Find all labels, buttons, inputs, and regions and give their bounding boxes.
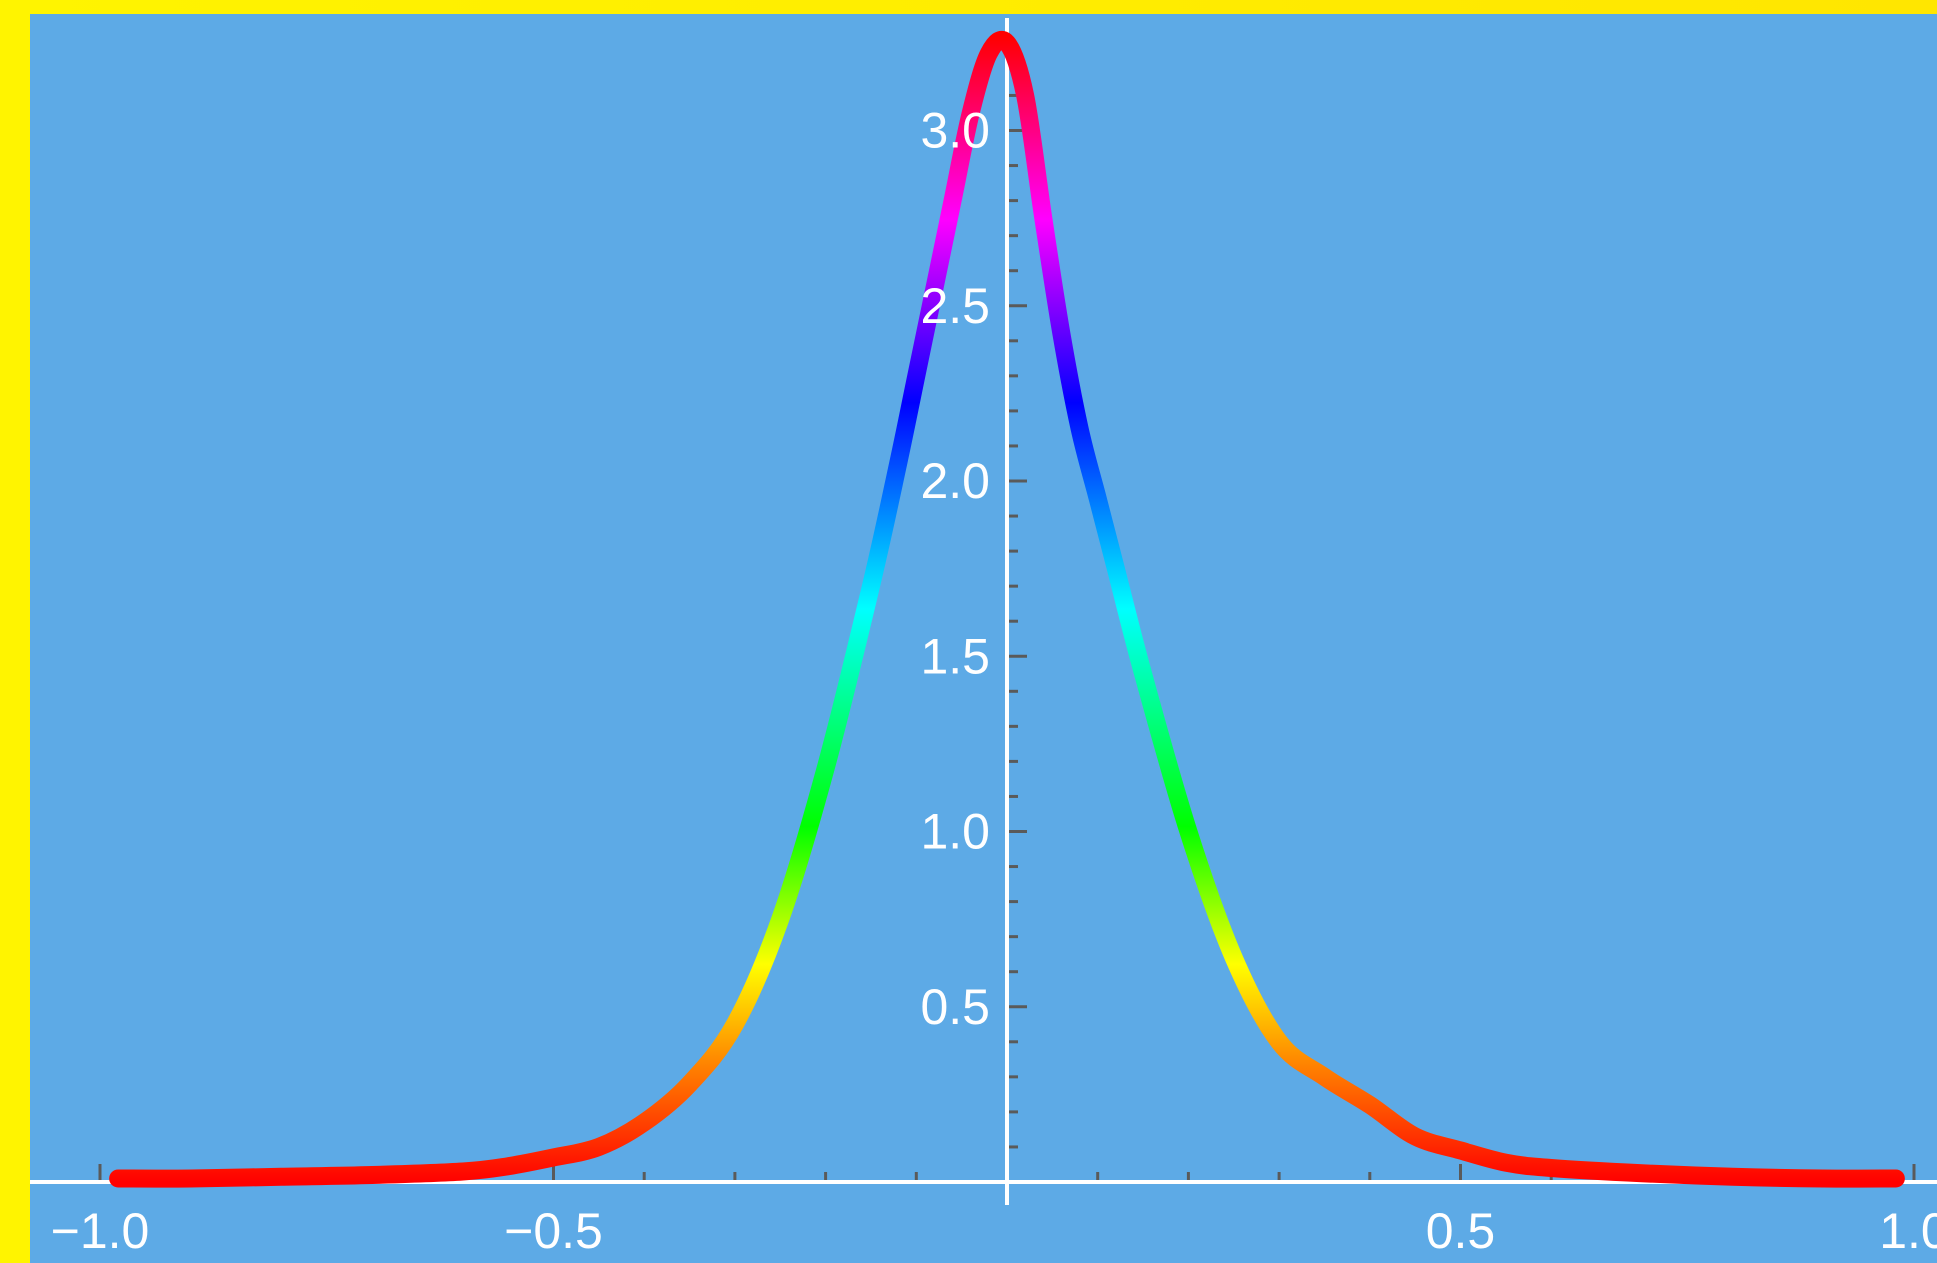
x-tick-label: 0.5 <box>1426 1203 1496 1259</box>
x-tick-label: 1.0 <box>1879 1203 1937 1259</box>
plot-area <box>30 14 1937 1263</box>
x-tick-label: −0.5 <box>504 1203 603 1259</box>
y-tick-label: 1.0 <box>920 804 990 860</box>
y-tick-label: 3.0 <box>920 103 990 159</box>
y-tick-label: 2.5 <box>920 278 990 334</box>
x-tick-label: −1.0 <box>51 1203 150 1259</box>
density-curve <box>109 30 1905 1188</box>
y-tick-label: 2.0 <box>920 453 990 509</box>
y-tick-label: 0.5 <box>920 979 990 1035</box>
tick-labels: −1.0 −0.5 0.5 1.0 0.5 1.0 1.5 2.0 2.5 3.0 <box>51 103 1937 1260</box>
y-tick-label: 1.5 <box>920 628 990 684</box>
